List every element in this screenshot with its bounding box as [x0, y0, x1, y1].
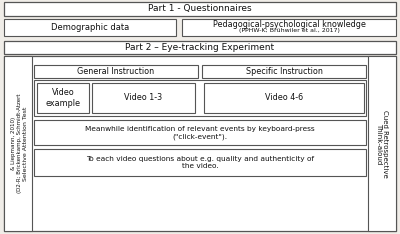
FancyBboxPatch shape: [92, 83, 195, 113]
Text: Part 2 – Eye-tracking Experiment: Part 2 – Eye-tracking Experiment: [126, 43, 274, 52]
FancyBboxPatch shape: [34, 65, 198, 78]
Text: (D2-R; Brickenkamp, Schmidt-Atzert: (D2-R; Brickenkamp, Schmidt-Atzert: [18, 94, 22, 193]
FancyBboxPatch shape: [368, 56, 396, 231]
Text: General Instruction: General Instruction: [78, 67, 154, 76]
Text: Part 1 - Questionnaires: Part 1 - Questionnaires: [148, 4, 252, 14]
FancyBboxPatch shape: [34, 120, 366, 145]
Text: Video 1-3: Video 1-3: [124, 94, 162, 102]
FancyBboxPatch shape: [4, 56, 32, 231]
Text: Video
example: Video example: [46, 88, 80, 108]
Text: (PPHW-K; Brühwiler et al., 2017): (PPHW-K; Brühwiler et al., 2017): [238, 28, 340, 33]
FancyBboxPatch shape: [202, 65, 366, 78]
Text: Pedagogical-psychological knowledge: Pedagogical-psychological knowledge: [212, 20, 366, 29]
FancyBboxPatch shape: [4, 2, 396, 16]
FancyBboxPatch shape: [182, 19, 396, 36]
Text: Specific Instruction: Specific Instruction: [246, 67, 322, 76]
Text: the video.: the video.: [182, 164, 218, 169]
FancyBboxPatch shape: [34, 80, 366, 116]
FancyBboxPatch shape: [4, 56, 396, 231]
FancyBboxPatch shape: [34, 149, 366, 176]
FancyBboxPatch shape: [4, 41, 396, 54]
Text: Cued Retrospective: Cued Retrospective: [382, 110, 388, 177]
Text: Selective Attention Test: Selective Attention Test: [24, 106, 28, 181]
FancyBboxPatch shape: [37, 83, 89, 113]
FancyBboxPatch shape: [4, 19, 176, 36]
FancyBboxPatch shape: [204, 83, 364, 113]
Text: Demographic data: Demographic data: [51, 23, 129, 32]
Text: ("click-event").: ("click-event").: [172, 133, 228, 140]
Text: Video 4-6: Video 4-6: [265, 94, 303, 102]
Text: Meanwhile identification of relevant events by keyboard-press: Meanwhile identification of relevant eve…: [85, 125, 315, 132]
Text: Think-aloud: Think-aloud: [376, 123, 382, 164]
Text: & Liepmann, 2010): & Liepmann, 2010): [12, 117, 16, 170]
Text: To each video questions about e.g. quality and authenticity of: To each video questions about e.g. quali…: [86, 156, 314, 161]
